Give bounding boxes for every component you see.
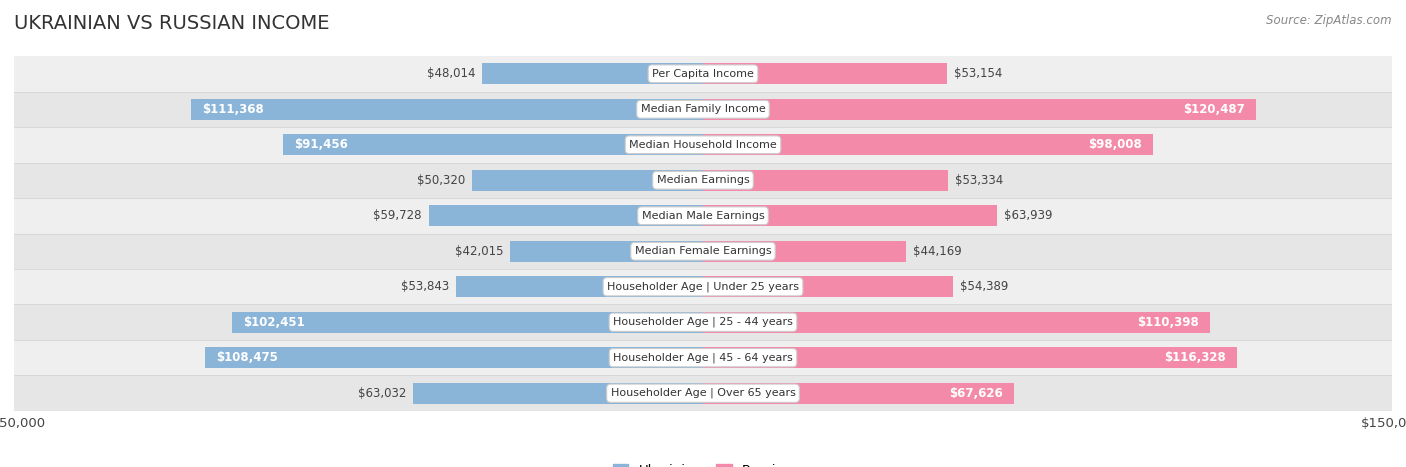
Text: $116,328: $116,328 xyxy=(1164,351,1226,364)
Bar xyxy=(703,99,1257,120)
Text: $59,728: $59,728 xyxy=(373,209,422,222)
Text: $63,939: $63,939 xyxy=(1004,209,1052,222)
Legend: Ukrainian, Russian: Ukrainian, Russian xyxy=(607,459,799,467)
Bar xyxy=(14,340,1392,375)
Text: Householder Age | 45 - 64 years: Householder Age | 45 - 64 years xyxy=(613,353,793,363)
Text: $50,320: $50,320 xyxy=(416,174,465,187)
Bar xyxy=(429,205,703,226)
Text: $53,334: $53,334 xyxy=(955,174,1002,187)
Text: Median Household Income: Median Household Income xyxy=(628,140,778,150)
Bar xyxy=(14,163,1392,198)
Text: $111,368: $111,368 xyxy=(202,103,264,116)
Bar xyxy=(283,134,703,156)
Bar xyxy=(14,304,1392,340)
Bar xyxy=(703,382,1014,404)
Bar xyxy=(14,375,1392,411)
Text: $98,008: $98,008 xyxy=(1088,138,1142,151)
Bar xyxy=(703,241,905,262)
Bar xyxy=(191,99,703,120)
Text: $63,032: $63,032 xyxy=(359,387,406,400)
Bar xyxy=(482,63,703,85)
Text: Source: ZipAtlas.com: Source: ZipAtlas.com xyxy=(1267,14,1392,27)
Bar xyxy=(232,311,703,333)
Text: $54,389: $54,389 xyxy=(960,280,1008,293)
Text: Householder Age | 25 - 44 years: Householder Age | 25 - 44 years xyxy=(613,317,793,327)
Bar xyxy=(703,63,948,85)
Bar xyxy=(703,170,948,191)
Bar xyxy=(14,234,1392,269)
Bar xyxy=(205,347,703,368)
Text: Householder Age | Under 25 years: Householder Age | Under 25 years xyxy=(607,282,799,292)
Bar xyxy=(14,92,1392,127)
Bar xyxy=(703,134,1153,156)
Bar xyxy=(14,127,1392,163)
Bar xyxy=(703,276,953,297)
Text: $91,456: $91,456 xyxy=(294,138,347,151)
Text: Median Female Earnings: Median Female Earnings xyxy=(634,246,772,256)
Text: UKRAINIAN VS RUSSIAN INCOME: UKRAINIAN VS RUSSIAN INCOME xyxy=(14,14,329,33)
Bar xyxy=(14,269,1392,304)
Bar xyxy=(413,382,703,404)
Text: Median Family Income: Median Family Income xyxy=(641,104,765,114)
Bar xyxy=(456,276,703,297)
Text: Per Capita Income: Per Capita Income xyxy=(652,69,754,79)
Bar xyxy=(703,347,1237,368)
Text: Householder Age | Over 65 years: Householder Age | Over 65 years xyxy=(610,388,796,398)
Text: $120,487: $120,487 xyxy=(1184,103,1246,116)
Bar xyxy=(472,170,703,191)
Bar xyxy=(703,205,997,226)
Bar xyxy=(510,241,703,262)
Text: $102,451: $102,451 xyxy=(243,316,305,329)
Text: $110,398: $110,398 xyxy=(1137,316,1199,329)
Bar xyxy=(14,56,1392,92)
Text: $44,169: $44,169 xyxy=(912,245,962,258)
Text: $53,843: $53,843 xyxy=(401,280,449,293)
Text: $53,154: $53,154 xyxy=(955,67,1002,80)
Text: $108,475: $108,475 xyxy=(215,351,277,364)
Text: Median Male Earnings: Median Male Earnings xyxy=(641,211,765,221)
Text: $48,014: $48,014 xyxy=(427,67,475,80)
Bar xyxy=(703,311,1211,333)
Text: $42,015: $42,015 xyxy=(454,245,503,258)
Text: Median Earnings: Median Earnings xyxy=(657,175,749,185)
Text: $67,626: $67,626 xyxy=(949,387,1002,400)
Bar xyxy=(14,198,1392,234)
